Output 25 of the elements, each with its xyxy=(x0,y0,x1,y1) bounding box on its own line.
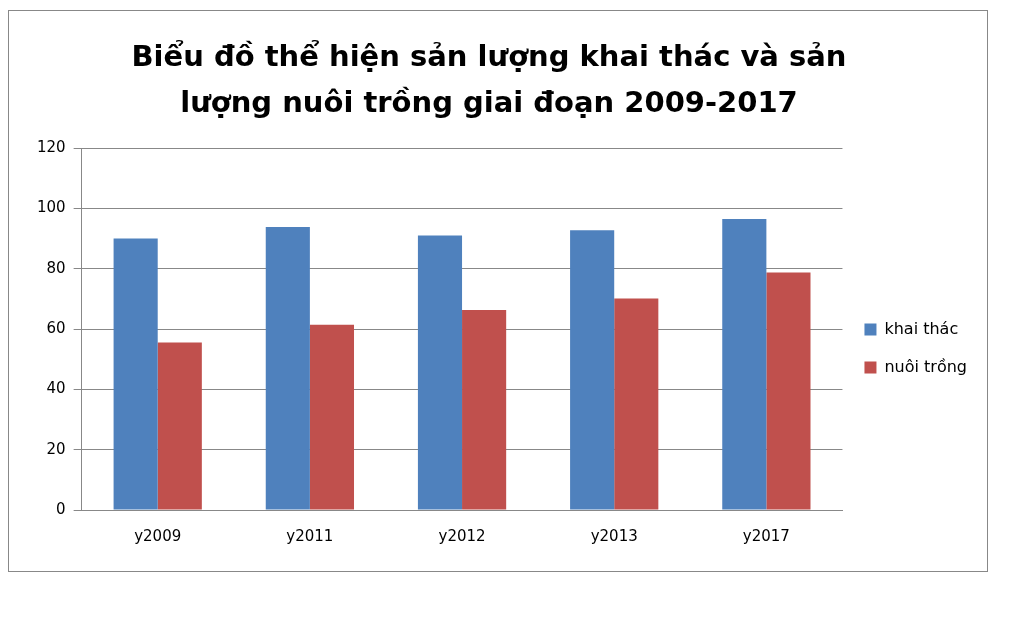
legend-label: khai thác xyxy=(884,318,959,338)
bar xyxy=(766,272,811,510)
legend-label: nuôi trồng xyxy=(884,356,968,376)
y-tick-label: 80 xyxy=(46,258,66,277)
bar xyxy=(417,235,463,510)
bar xyxy=(570,230,615,510)
bar xyxy=(722,218,767,510)
bar xyxy=(614,298,659,510)
x-tick-label: y2009 xyxy=(134,526,182,545)
bar xyxy=(462,310,507,510)
x-tick-label: y2013 xyxy=(590,526,638,545)
bar xyxy=(157,342,202,510)
y-tick-label: 0 xyxy=(56,499,66,518)
y-tick-label: 20 xyxy=(46,439,66,458)
x-tick-label: y2011 xyxy=(286,526,334,545)
bar xyxy=(309,324,355,510)
chart-title: Biểu đồ thể hiện sản lượng khai thác và sản lượng nuôi trồng giai đoạn 2009-2017 xyxy=(130,38,848,121)
bar xyxy=(265,227,310,510)
y-tick-label: 60 xyxy=(46,318,66,337)
y-tick-label: 40 xyxy=(46,379,66,398)
x-tick-label: y2017 xyxy=(742,526,790,545)
y-tick-label: 100 xyxy=(36,198,66,217)
bar xyxy=(113,238,158,510)
x-tick-label: y2012 xyxy=(438,526,486,545)
y-tick-label: 120 xyxy=(36,137,66,156)
